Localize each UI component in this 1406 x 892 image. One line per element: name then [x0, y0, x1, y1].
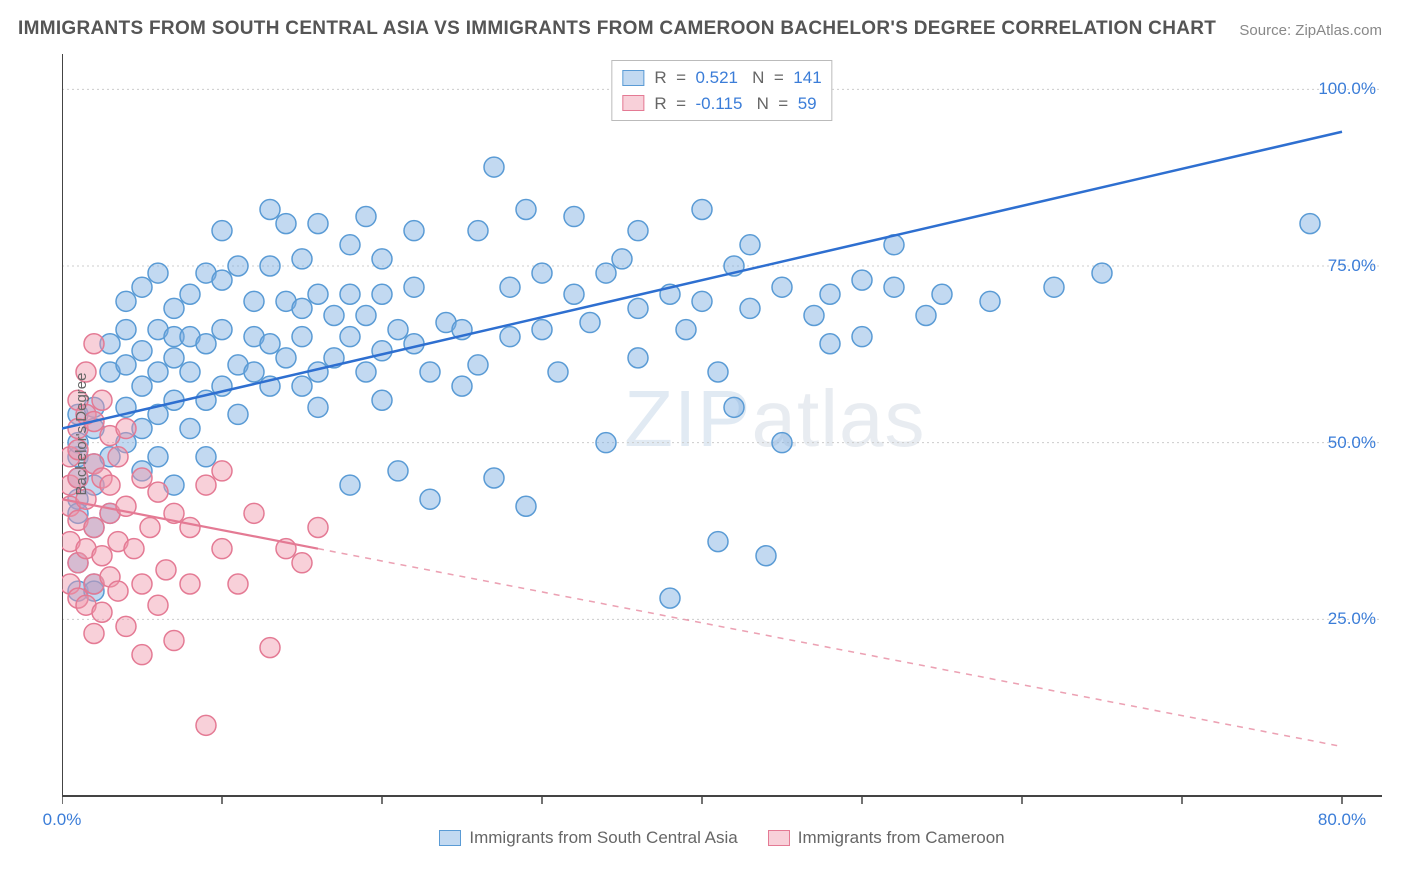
legend-stats: R = -0.115 N = 59: [654, 91, 816, 117]
legend-swatch: [622, 95, 644, 111]
legend-swatch: [622, 70, 644, 86]
source-link[interactable]: ZipAtlas.com: [1295, 22, 1382, 39]
y-tick-label: 50.0%: [1328, 433, 1376, 453]
legend-row-cam: R = -0.115 N = 59: [622, 91, 821, 117]
correlation-legend: R = 0.521 N = 141R = -0.115 N = 59: [611, 60, 832, 121]
source-label: Source:: [1239, 22, 1295, 39]
legend-swatch: [768, 830, 790, 846]
legend-swatch: [439, 830, 461, 846]
y-tick-label: 75.0%: [1328, 256, 1376, 276]
series-legend: Immigrants from South Central Asia Immigr…: [62, 828, 1382, 848]
y-tick-label: 25.0%: [1328, 609, 1376, 629]
series-name: Immigrants from South Central Asia: [469, 828, 737, 848]
series-name: Immigrants from Cameroon: [798, 828, 1005, 848]
x-tick-label: 0.0%: [43, 810, 82, 830]
series-legend-item-cam: Immigrants from Cameroon: [768, 828, 1005, 848]
source-attribution: Source: ZipAtlas.com: [1239, 22, 1382, 39]
chart-title: IMMIGRANTS FROM SOUTH CENTRAL ASIA VS IM…: [18, 18, 1216, 40]
y-tick-label: 100.0%: [1318, 79, 1376, 99]
chart-area: ZIPatlas Bachelor's Degree R = 0.521 N =…: [62, 54, 1382, 814]
x-tick-label: 80.0%: [1318, 810, 1366, 830]
series-legend-item-sca: Immigrants from South Central Asia: [439, 828, 737, 848]
y-axis-label: Bachelor's Degree: [73, 373, 90, 496]
legend-row-sca: R = 0.521 N = 141: [622, 65, 821, 91]
legend-stats: R = 0.521 N = 141: [654, 65, 821, 91]
scatter-plot: [62, 54, 1382, 814]
